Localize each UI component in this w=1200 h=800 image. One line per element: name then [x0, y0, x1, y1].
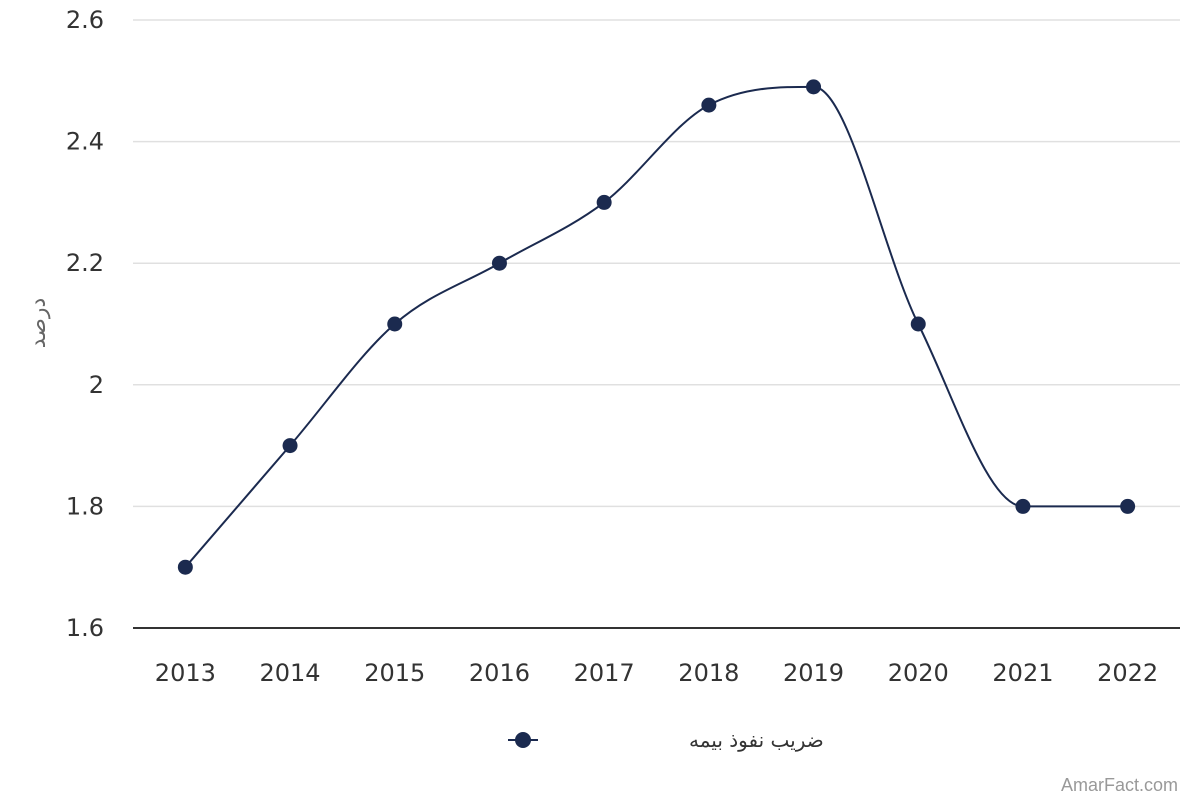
- x-tick-label: 2018: [678, 659, 739, 687]
- series-line: [184, 85, 1128, 568]
- data-point-2015[interactable]: [387, 316, 403, 332]
- legend-marker: [515, 732, 531, 748]
- data-point-2013[interactable]: [177, 559, 193, 575]
- x-tick-label: 2013: [155, 659, 216, 687]
- x-axis: 2013 2014 2015 2016 2017 2018 2019 2020 2021 2022: [155, 659, 1158, 687]
- data-point-2021[interactable]: [1015, 498, 1031, 514]
- y-axis-title: درصد: [26, 298, 51, 349]
- x-tick-label: 2021: [992, 659, 1053, 687]
- data-point-2017[interactable]: [596, 194, 612, 210]
- y-tick-label: 1.6: [66, 614, 104, 642]
- x-tick-label: 2019: [783, 659, 844, 687]
- legend[interactable]: ضریب نفوذ بیمه: [508, 728, 824, 752]
- data-point-2020[interactable]: [910, 316, 926, 332]
- x-tick-label: 2022: [1097, 659, 1158, 687]
- data-point-2022[interactable]: [1120, 498, 1136, 514]
- data-point-2019[interactable]: [806, 79, 822, 95]
- x-tick-label: 2016: [469, 659, 530, 687]
- x-tick-label: 2017: [574, 659, 635, 687]
- y-tick-label: 2: [89, 371, 104, 399]
- x-tick-label: 2014: [260, 659, 321, 687]
- x-tick-label: 2020: [888, 659, 949, 687]
- y-tick-label: 1.8: [66, 492, 104, 520]
- y-tick-label: 2.6: [66, 6, 104, 34]
- x-tick-label: 2015: [364, 659, 425, 687]
- data-point-2016[interactable]: [491, 255, 507, 271]
- data-point-2014[interactable]: [282, 438, 298, 454]
- y-tick-label: 2.4: [66, 128, 104, 156]
- data-points: [177, 79, 1136, 575]
- y-tick-label: 2.2: [66, 249, 104, 277]
- y-axis: 1.6 1.8 2 2.2 2.4 2.6: [66, 6, 104, 642]
- grid-lines: [133, 19, 1180, 629]
- data-point-2018[interactable]: [701, 97, 717, 113]
- watermark: AmarFact.com: [1061, 775, 1178, 795]
- legend-label: ضریب نفوذ بیمه: [689, 728, 824, 752]
